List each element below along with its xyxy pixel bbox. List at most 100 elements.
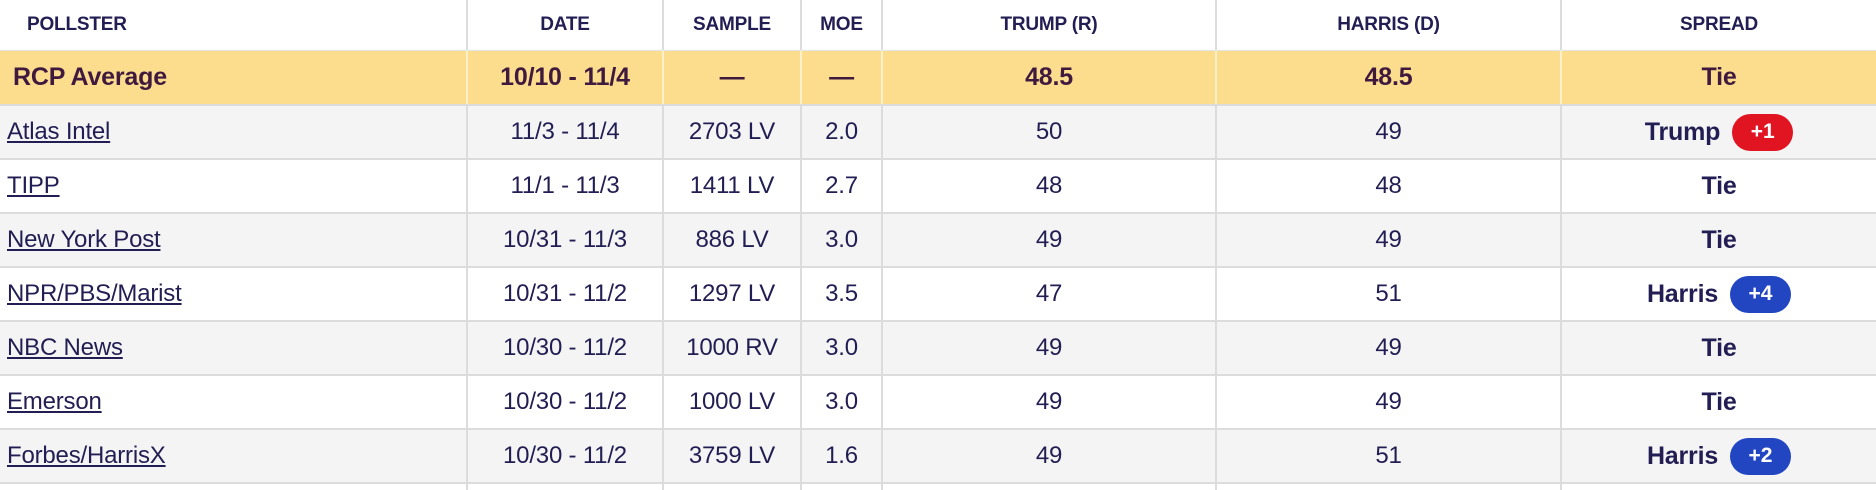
harris-cell: 49 (1217, 212, 1562, 266)
empty-cell (664, 482, 802, 490)
date-cell: 10/30 - 11/2 (468, 428, 664, 482)
spread-result: Trump +1 (1562, 106, 1876, 158)
pollster-link[interactable]: TIPP (7, 172, 60, 199)
spread-cell: Tie (1562, 50, 1876, 104)
sample-cell: 1297 LV (664, 266, 802, 320)
sample-cell: — (664, 50, 802, 104)
moe-cell: 2.0 (802, 104, 883, 158)
empty-cell (1562, 482, 1876, 490)
column-header-sample: SAMPLE (664, 0, 802, 50)
partial-row-sliver (0, 482, 1876, 490)
pollster-cell: New York Post (0, 212, 468, 266)
date-cell: 10/10 - 11/4 (468, 50, 664, 104)
rcp-average-row: RCP Average 10/10 - 11/4— —48.5 48.5 Tie (0, 50, 1876, 104)
empty-cell (0, 482, 468, 490)
spread-leader-label: Harris (1646, 441, 1719, 470)
spread-leader-label: Tie (1701, 333, 1737, 362)
table-header: POLLSTER DATE SAMPLE MOE TRUMP (R) HARRIS (D)… (0, 0, 1876, 50)
sample-cell: 886 LV (664, 212, 802, 266)
header-row: POLLSTER DATE SAMPLE MOE TRUMP (R) HARRIS (D)… (0, 0, 1876, 50)
table-row: NPR/PBS/Marist 10/31 - 11/2 1297 LV 3.5 47 51… (0, 266, 1876, 320)
column-header-spread: SPREAD (1562, 0, 1876, 50)
column-header-pollster: POLLSTER (0, 0, 468, 50)
trump-cell: 48.5 (883, 50, 1217, 104)
table-body: RCP Average 10/10 - 11/4— —48.5 48.5 Tie Atla… (0, 50, 1876, 490)
moe-cell: 3.0 (802, 320, 883, 374)
date-cell: 10/31 - 11/3 (468, 212, 664, 266)
trump-cell: 49 (883, 212, 1217, 266)
harris-cell: 51 (1217, 428, 1562, 482)
spread-result: Harris +2 (1562, 430, 1876, 482)
pollster-link[interactable]: Forbes/HarrisX (7, 442, 166, 469)
harris-cell: 48.5 (1217, 50, 1562, 104)
empty-cell (883, 482, 1217, 490)
spread-result: Tie (1562, 214, 1876, 266)
column-header-harris: HARRIS (D) (1217, 0, 1562, 50)
table-row: TIPP 11/1 - 11/3 1411 LV 2.7 48 48 Tie (0, 158, 1876, 212)
pollster-link[interactable]: New York Post (7, 226, 161, 253)
pollster-cell: Forbes/HarrisX (0, 428, 468, 482)
column-header-moe: MOE (802, 0, 883, 50)
sample-cell: 1000 RV (664, 320, 802, 374)
pollster-cell: NPR/PBS/Marist (0, 266, 468, 320)
pollster-cell: Emerson (0, 374, 468, 428)
sample-cell: 2703 LV (664, 104, 802, 158)
harris-cell: 49 (1217, 104, 1562, 158)
sample-cell: 3759 LV (664, 428, 802, 482)
pollster-cell: RCP Average (0, 50, 468, 104)
spread-result: Harris +4 (1562, 268, 1876, 320)
column-header-trump: TRUMP (R) (883, 0, 1217, 50)
spread-result: Tie (1562, 376, 1876, 428)
moe-cell: 2.7 (802, 158, 883, 212)
pollster-link[interactable]: NBC News (7, 334, 123, 361)
moe-cell: 3.0 (802, 374, 883, 428)
spread-leader-label: Tie (1701, 225, 1737, 254)
spread-margin-badge: +4 (1730, 275, 1792, 313)
pollster-link[interactable]: Emerson (7, 388, 102, 415)
table-row: Forbes/HarrisX 10/30 - 11/2 3759 LV 1.6 49 51… (0, 428, 1876, 482)
moe-cell: 1.6 (802, 428, 883, 482)
table-row: New York Post 10/31 - 11/3 886 LV 3.0 49 49 Ti… (0, 212, 1876, 266)
date-cell: 10/30 - 11/2 (468, 320, 664, 374)
spread-cell: Tie (1562, 374, 1876, 428)
trump-cell: 47 (883, 266, 1217, 320)
spread-leader-label: Tie (1701, 63, 1737, 91)
moe-cell: 3.5 (802, 266, 883, 320)
date-cell: 10/30 - 11/2 (468, 374, 664, 428)
pollster-link[interactable]: Atlas Intel (7, 118, 111, 145)
spread-margin-badge: +1 (1732, 113, 1794, 151)
harris-cell: 49 (1217, 374, 1562, 428)
table-row: Atlas Intel 11/3 - 11/4 2703 LV 2.0 50 49 Trum… (0, 104, 1876, 158)
spread-leader-label: Tie (1701, 171, 1737, 200)
spread-result: Tie (1562, 322, 1876, 374)
spread-leader-label: Harris (1646, 279, 1719, 308)
column-header-date: DATE (468, 0, 664, 50)
harris-cell: 48 (1217, 158, 1562, 212)
moe-cell: 3.0 (802, 212, 883, 266)
trump-cell: 50 (883, 104, 1217, 158)
trump-cell: 48 (883, 158, 1217, 212)
trump-cell: 49 (883, 374, 1217, 428)
date-cell: 10/31 - 11/2 (468, 266, 664, 320)
trump-cell: 49 (883, 320, 1217, 374)
sample-cell: 1411 LV (664, 158, 802, 212)
empty-cell (1217, 482, 1562, 490)
table-row: NBC News 10/30 - 11/2 1000 RV 3.0 49 49 Tie (0, 320, 1876, 374)
spread-cell: Tie (1562, 320, 1876, 374)
spread-cell: Tie (1562, 212, 1876, 266)
empty-cell (802, 482, 883, 490)
trump-cell: 49 (883, 428, 1217, 482)
spread-leader-label: Tie (1701, 387, 1737, 416)
spread-leader-label: Trump (1644, 117, 1721, 146)
date-cell: 11/3 - 11/4 (468, 104, 664, 158)
empty-cell (468, 482, 664, 490)
spread-cell: Tie (1562, 158, 1876, 212)
moe-cell: — (802, 50, 883, 104)
table-row: Emerson 10/30 - 11/2 1000 LV 3.0 49 49 Tie (0, 374, 1876, 428)
spread-cell: Harris +4 (1562, 266, 1876, 320)
pollster-cell: Atlas Intel (0, 104, 468, 158)
spread-cell: Harris +2 (1562, 428, 1876, 482)
spread-result: Tie (1562, 160, 1876, 212)
pollster-link[interactable]: NPR/PBS/Marist (7, 280, 182, 307)
